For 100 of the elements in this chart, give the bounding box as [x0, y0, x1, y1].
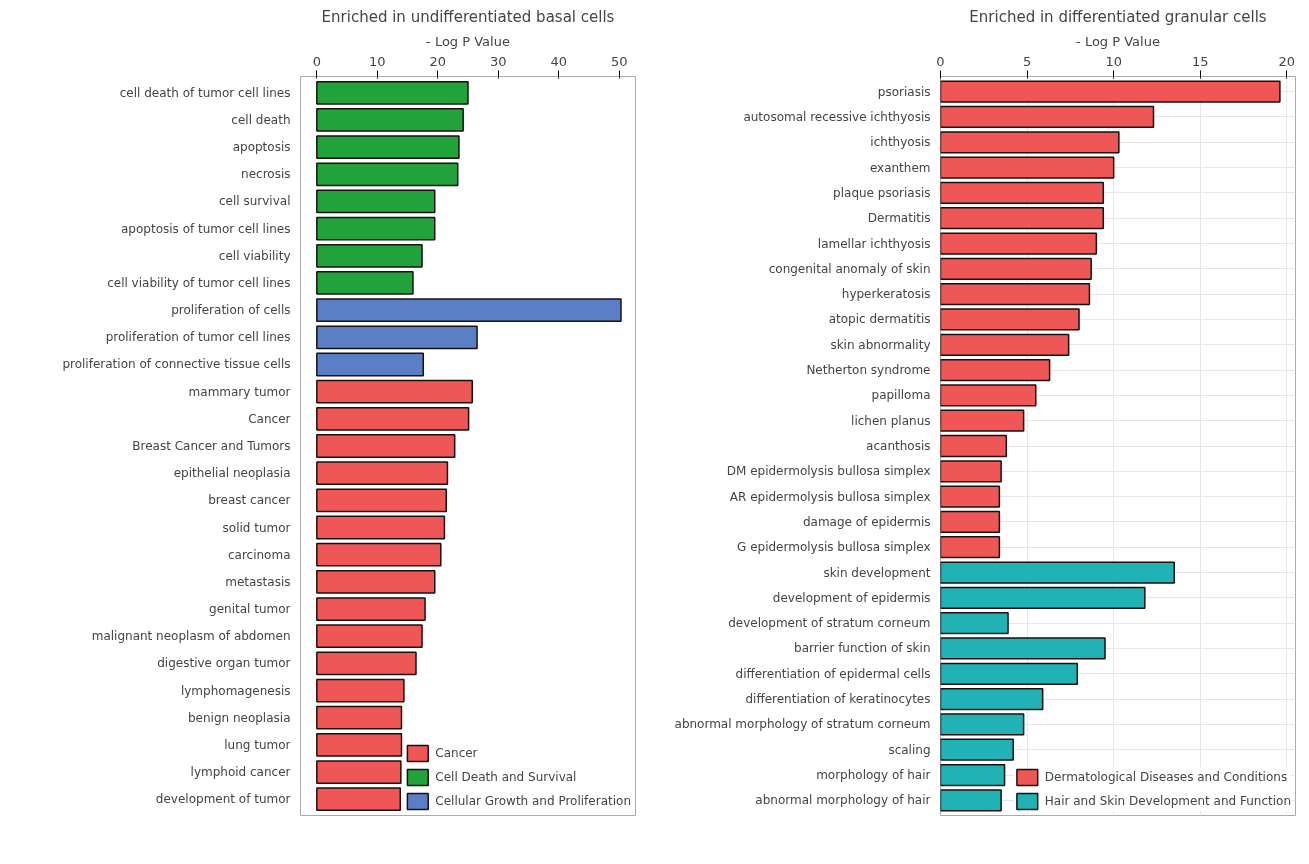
bar — [316, 379, 473, 404]
y-tick-label: exanthem — [869, 160, 931, 175]
y-tick-label: development of tumor — [155, 792, 291, 807]
bar — [940, 333, 1070, 356]
bar — [316, 597, 426, 621]
x-tick-label: 30 — [489, 53, 507, 69]
y-tick-label: Cancer — [248, 411, 291, 426]
bar — [316, 298, 622, 323]
bar — [940, 561, 1176, 584]
x-tick-label: 50 — [610, 53, 628, 69]
y-tick-label: differentiation of epidermal cells — [735, 666, 931, 681]
bar — [316, 732, 403, 757]
y-tick-label: psoriasis — [877, 84, 931, 99]
y-tick-label: cell viability of tumor cell lines — [107, 275, 291, 290]
y-tick-label: Breast Cancer and Tumors — [132, 439, 291, 453]
y-tick-label: abnormal morphology of stratum corneum — [674, 717, 931, 732]
y-tick-label: cell death of tumor cell lines — [119, 85, 291, 100]
y-tick-label: benign neoplasia — [187, 710, 291, 725]
bar — [940, 131, 1120, 154]
bar — [940, 687, 1044, 711]
y-tick-label: necrosis — [241, 167, 291, 182]
bar — [940, 713, 1025, 736]
y-tick-label: genital tumor — [209, 602, 291, 617]
bar — [940, 738, 1014, 761]
y-tick-label: AR epidermolysis bullosa simplex — [729, 489, 931, 504]
y-tick-label: differentiation of keratinocytes — [745, 692, 931, 707]
bar — [940, 662, 1079, 685]
y-tick-label: lymphomagenesis — [180, 683, 291, 698]
legend-label: Dermatological Diseases and Conditions — [1044, 770, 1288, 784]
bar — [316, 352, 424, 377]
bar — [316, 135, 460, 160]
bar — [940, 232, 1098, 255]
y-tick-label: apoptosis — [232, 140, 291, 155]
y-tick-label: Dermatitis — [867, 211, 931, 226]
bar — [316, 325, 478, 350]
bar — [316, 80, 469, 105]
x-tick-label: 0 — [936, 53, 945, 69]
y-tick-label: skin abnormality — [830, 337, 931, 352]
bar — [940, 510, 1001, 534]
y-tick-label: development of epidermis — [772, 590, 931, 605]
y-tick-label: mammary tumor — [188, 384, 291, 399]
bar — [316, 461, 449, 486]
y-tick-label: epithelial neoplasia — [173, 466, 291, 481]
bar — [316, 271, 414, 295]
y-tick-label: acanthosis — [866, 439, 931, 453]
bar — [316, 216, 436, 241]
y-tick-label: Netherton syndrome — [806, 363, 931, 378]
bar — [316, 705, 403, 730]
y-tick-label: atopic dermatitis — [828, 312, 931, 327]
y-tick-label: cell viability — [218, 248, 291, 263]
y-tick-label: proliferation of cells — [171, 303, 291, 318]
bar — [940, 358, 1051, 382]
bar — [940, 105, 1155, 129]
x-tick-label: 5 — [1022, 53, 1032, 69]
y-tick-label: lichen planus — [851, 413, 931, 428]
bar — [316, 488, 447, 513]
y-tick-label: proliferation of tumor cell lines — [105, 330, 291, 345]
y-tick-label: proliferation of connective tissue cells — [62, 357, 291, 372]
bar — [940, 409, 1025, 432]
y-tick-label: barrier function of skin — [794, 641, 931, 656]
bar — [316, 243, 423, 268]
y-tick-label: metastasis — [225, 574, 291, 589]
y-tick-label: cell death — [231, 112, 291, 127]
y-tick-label: ichthyosis — [870, 135, 931, 150]
y-tick-label: digestive organ tumor — [157, 656, 291, 671]
bar — [940, 80, 1281, 103]
bar — [316, 624, 423, 649]
bar — [940, 586, 1146, 609]
bar — [940, 434, 1008, 458]
legend-label: Cell Death and Survival — [435, 770, 577, 784]
y-tick-label: autosomal recessive ichthyosis — [743, 109, 931, 124]
bar — [940, 384, 1037, 407]
bar — [940, 181, 1105, 205]
y-tick-label: lung tumor — [224, 737, 291, 752]
y-tick-label: scaling — [888, 742, 931, 757]
bar — [316, 515, 446, 540]
chart-title: Enriched in differentiated granular cells — [969, 7, 1267, 26]
y-tick-label: abnormal morphology of hair — [755, 793, 931, 808]
y-tick-label: papilloma — [871, 388, 931, 403]
y-tick-label: lymphoid cancer — [190, 765, 291, 780]
bar — [940, 612, 1009, 635]
bar — [940, 308, 1080, 331]
y-tick-label: development of stratum corneum — [728, 616, 931, 631]
y-tick-label: apoptosis of tumor cell lines — [121, 221, 291, 236]
bar — [316, 406, 470, 431]
y-tick-label: plaque psoriasis — [833, 185, 931, 200]
x-tick-label: 10 — [369, 53, 386, 69]
y-tick-label: G epidermolysis bullosa simplex — [737, 540, 931, 555]
x-tick-label: 40 — [550, 53, 567, 69]
bar — [940, 789, 1002, 812]
y-tick-label: cell survival — [219, 194, 291, 209]
bar — [940, 536, 1001, 559]
y-tick-label: damage of epidermis — [802, 514, 931, 529]
x-axis-title: - Log P Value — [1076, 33, 1160, 49]
legend-label: Cellular Growth and Proliferation — [435, 794, 631, 808]
bar — [940, 460, 1002, 483]
chart-title: Enriched in undifferentiated basal cells — [321, 7, 615, 26]
x-axis-title: - Log P Value — [426, 33, 510, 49]
y-tick-label: solid tumor — [222, 520, 291, 535]
bar — [316, 760, 402, 784]
